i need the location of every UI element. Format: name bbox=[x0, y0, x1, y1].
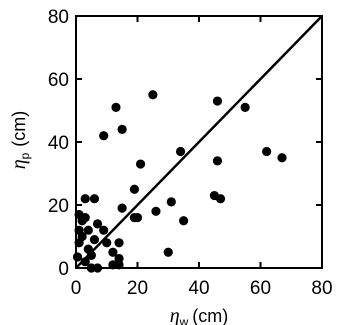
x-tick-label: 0 bbox=[71, 278, 82, 299]
data-point bbox=[262, 146, 272, 157]
data-point bbox=[92, 219, 103, 229]
y-tick-label: 0 bbox=[58, 259, 69, 280]
data-point bbox=[102, 238, 112, 248]
y-axis-label-subscript: p bbox=[18, 152, 32, 159]
data-point bbox=[80, 213, 90, 223]
y-tick-label: 20 bbox=[48, 196, 69, 217]
data-point bbox=[151, 206, 161, 216]
data-point bbox=[215, 194, 226, 204]
y-tick-label: 80 bbox=[48, 7, 69, 28]
data-point bbox=[212, 96, 223, 106]
data-point bbox=[77, 231, 87, 242]
data-point bbox=[72, 252, 83, 262]
data-points bbox=[72, 90, 287, 273]
data-point bbox=[99, 131, 109, 141]
data-point bbox=[117, 124, 127, 134]
data-point bbox=[212, 156, 223, 166]
data-point bbox=[129, 184, 140, 194]
x-axis-ticks: 0 20 40 60 80 bbox=[71, 16, 333, 299]
data-point bbox=[117, 203, 127, 213]
data-point bbox=[179, 216, 189, 226]
x-tick-label: 40 bbox=[188, 278, 209, 299]
reference-line bbox=[75, 15, 323, 269]
y-axis-ticks: 0 20 40 60 80 bbox=[48, 7, 322, 280]
y-axis-label: ηp (cm) bbox=[8, 111, 32, 170]
data-point bbox=[163, 247, 173, 257]
data-point bbox=[80, 257, 90, 267]
data-point bbox=[277, 153, 287, 163]
x-tick-label: 60 bbox=[250, 278, 271, 299]
x-tick-label: 20 bbox=[127, 278, 148, 299]
y-axis-label-symbol: η bbox=[8, 159, 30, 169]
data-point bbox=[80, 194, 90, 204]
data-point bbox=[92, 263, 103, 273]
data-point bbox=[114, 253, 124, 264]
x-axis-label: ηw (cm) bbox=[170, 305, 229, 325]
y-tick-label: 40 bbox=[48, 133, 69, 154]
data-point bbox=[89, 194, 100, 204]
data-point bbox=[108, 247, 118, 257]
data-point bbox=[114, 260, 124, 270]
data-point bbox=[99, 225, 109, 235]
x-axis-label-subscript: w bbox=[179, 315, 189, 325]
data-point bbox=[166, 197, 176, 207]
data-point bbox=[86, 250, 96, 260]
data-point bbox=[175, 146, 186, 157]
data-point bbox=[240, 102, 250, 112]
data-point bbox=[148, 90, 158, 100]
data-point bbox=[83, 225, 93, 235]
data-point bbox=[111, 102, 121, 112]
x-tick-label: 80 bbox=[311, 278, 332, 299]
reference-line-layer bbox=[75, 15, 323, 269]
data-point bbox=[89, 235, 100, 245]
data-point bbox=[132, 213, 143, 223]
data-point bbox=[135, 159, 146, 169]
y-axis-label-unit: (cm) bbox=[9, 111, 29, 147]
data-point bbox=[114, 238, 124, 248]
x-axis-label-unit: (cm) bbox=[192, 306, 228, 325]
y-tick-label: 60 bbox=[48, 70, 69, 91]
x-axis-label-symbol: η bbox=[170, 305, 180, 325]
